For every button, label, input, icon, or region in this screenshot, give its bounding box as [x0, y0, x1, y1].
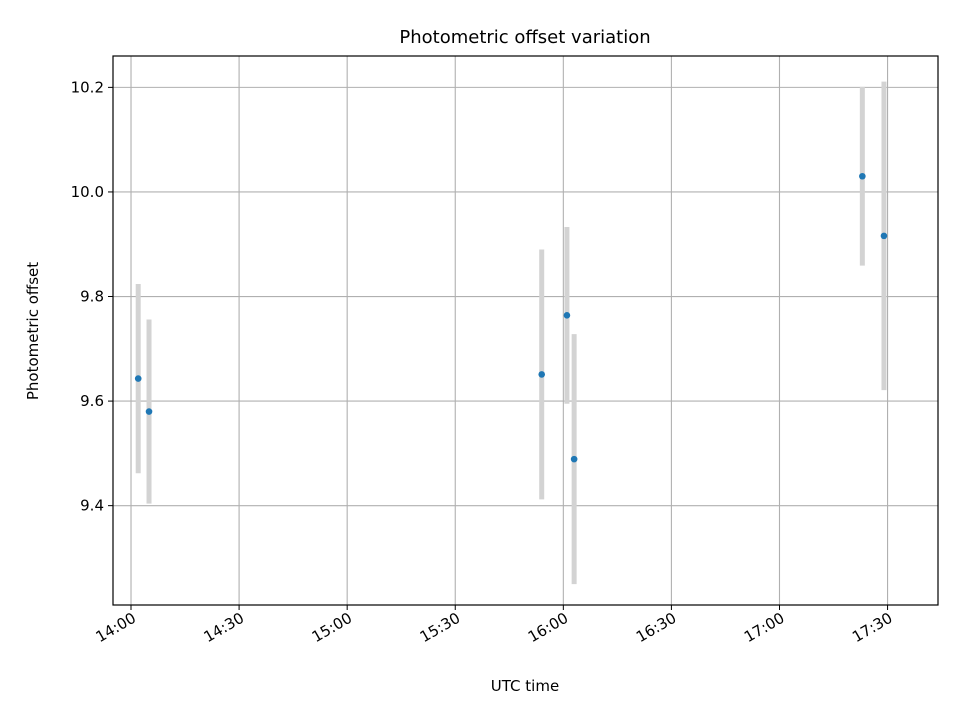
data-point	[538, 371, 546, 378]
data-point	[859, 172, 866, 180]
y-tick-label: 10.0	[71, 183, 104, 201]
data-point	[880, 232, 888, 240]
y-tick-label: 9.4	[80, 497, 104, 515]
chart-title: Photometric offset variation	[399, 27, 650, 48]
y-tick-label: 9.6	[80, 392, 104, 410]
data-point	[563, 312, 571, 319]
data-point	[145, 408, 153, 415]
y-tick-label: 9.8	[80, 288, 104, 306]
grid-lines	[113, 56, 938, 605]
x-axis-title: UTC time	[491, 677, 559, 695]
y-tick-label: 10.2	[71, 78, 104, 96]
y-axis-title: Photometric offset	[24, 262, 42, 400]
plot-area-frame	[112, 55, 939, 606]
data-point	[134, 375, 142, 382]
data-point	[570, 455, 578, 463]
data-points	[134, 172, 888, 463]
